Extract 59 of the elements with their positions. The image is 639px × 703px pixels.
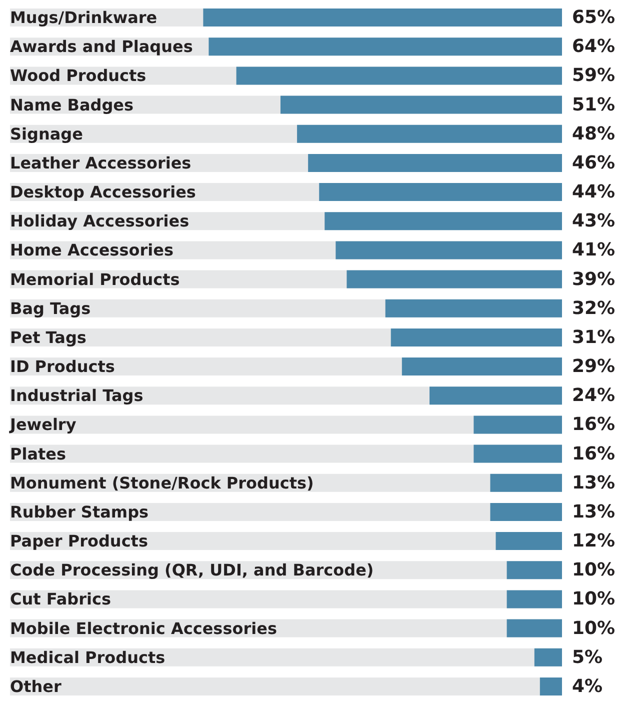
y-tick-label: Home Accessories (10, 240, 174, 260)
y-tick-label: Monument (Stone/Rock Products) (10, 473, 314, 492)
data-label: 24% (572, 385, 616, 406)
data-label: 32% (572, 298, 616, 319)
y-tick-label: ID Products (10, 357, 115, 376)
data-label: 43% (572, 210, 616, 232)
data-label: 10% (572, 618, 616, 639)
bar (496, 532, 562, 550)
data-label: 10% (572, 560, 616, 581)
data-label: 13% (572, 472, 616, 494)
bar (540, 677, 562, 696)
y-tick-label: Wood Products (10, 66, 146, 86)
y-tick-label: Medical Products (10, 648, 166, 667)
bar (506, 619, 562, 638)
data-label: 48% (572, 123, 616, 144)
bar (474, 416, 562, 434)
data-label: 29% (572, 356, 616, 378)
data-label: 4% (572, 676, 603, 697)
y-tick-label: Mugs/Drinkware (10, 8, 158, 28)
y-tick-label: Cut Fabrics (10, 590, 111, 609)
data-label: 31% (572, 326, 616, 348)
data-label: 13% (572, 501, 616, 522)
y-tick-label: Signage (10, 124, 84, 144)
data-label: 5% (572, 646, 603, 668)
y-tick-label: Pet Tags (10, 328, 86, 347)
data-label: 65% (572, 7, 616, 28)
y-tick-label: Memorial Products (10, 270, 180, 289)
bar (430, 386, 562, 405)
y-tick-label: Code Processing (QR, UDI, and Barcode) (10, 560, 374, 580)
y-tick-label: Leather Accessories (10, 153, 192, 172)
data-label: 10% (572, 588, 616, 610)
y-tick-label: Bag Tags (10, 298, 91, 318)
data-label: 16% (572, 414, 616, 436)
data-label: 51% (572, 94, 616, 116)
data-label: 59% (572, 65, 616, 86)
y-tick-label: Awards and Plaques (10, 37, 193, 56)
bar (490, 474, 562, 492)
data-label: 16% (572, 443, 616, 464)
y-tick-label: Rubber Stamps (10, 502, 149, 522)
y-tick-label: Holiday Accessories (10, 212, 190, 231)
bar (474, 444, 562, 463)
y-tick-label: Paper Products (10, 532, 148, 551)
bar (506, 561, 562, 580)
y-tick-label: Name Badges (10, 95, 134, 114)
data-label: 64% (572, 36, 616, 58)
bar (534, 648, 562, 666)
y-tick-label: Jewelry (9, 415, 77, 434)
y-tick-label: Plates (10, 444, 66, 464)
y-tick-label: Mobile Electronic Accessories (10, 618, 277, 638)
data-label: 44% (572, 182, 616, 203)
bar (490, 502, 562, 521)
y-tick-label: Industrial Tags (10, 386, 144, 406)
data-label: 12% (572, 530, 616, 552)
data-label: 39% (572, 268, 616, 290)
y-tick-label: Other (10, 676, 62, 696)
bar (506, 590, 562, 608)
data-label: 41% (572, 240, 616, 261)
y-tick-label: Desktop Accessories (10, 182, 196, 202)
data-label: 46% (572, 152, 616, 174)
